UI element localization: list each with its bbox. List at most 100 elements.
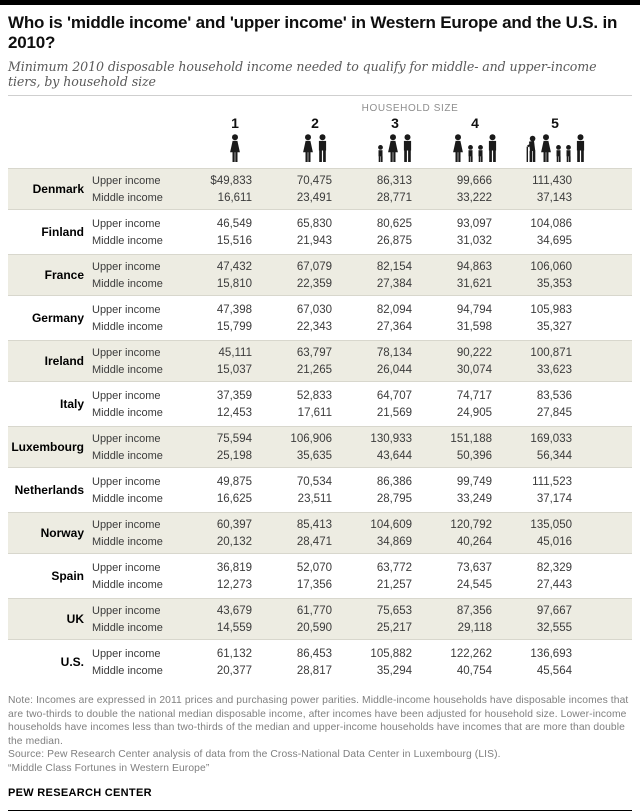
middle-income-value-size-3: 26,044 xyxy=(376,363,412,376)
upper-income-value-size-4: 74,717 xyxy=(456,389,492,402)
upper-income-value-size-3: 82,154 xyxy=(376,260,412,273)
table-row-group-germany: Germany Upper income 47,398 67,030 82,094 94,… xyxy=(8,298,632,338)
upper-income-value-size-3: 105,882 xyxy=(370,647,412,660)
middle-income-value-size-4: 30,074 xyxy=(456,363,492,376)
country-label: U.S. xyxy=(60,655,84,670)
middle-income-label: Middle income xyxy=(92,234,163,247)
middle-income-row: Middle income 20,377 28,817 35,294 40,754 45,… xyxy=(90,662,632,679)
country-label: France xyxy=(44,268,84,283)
middle-income-value-size-1: 12,453 xyxy=(216,406,252,419)
upper-income-row: Upper income 43,679 61,770 75,653 87,356 97,6… xyxy=(90,602,632,619)
country-label: Finland xyxy=(41,225,84,240)
tier-rows: Upper income 46,549 65,830 80,625 93,097 104,… xyxy=(90,215,632,249)
upper-income-value-size-3: 80,625 xyxy=(376,217,412,230)
middle-income-row: Middle income 15,810 22,359 27,384 31,621 35,… xyxy=(90,275,632,292)
upper-income-value-size-2: 52,833 xyxy=(296,389,332,402)
upper-income-value-size-5: 97,667 xyxy=(536,604,572,617)
upper-income-value-size-2: 70,475 xyxy=(296,174,332,187)
middle-income-label: Middle income xyxy=(92,621,163,634)
table-row-group-denmark: Denmark Upper income $49,833 70,475 86,313 99… xyxy=(8,168,632,211)
upper-income-label: Upper income xyxy=(92,389,161,402)
middle-income-value-size-3: 35,294 xyxy=(376,664,412,677)
tier-rows: Upper income 36,819 52,070 63,772 73,637 82,3… xyxy=(90,559,632,593)
country-label: Italy xyxy=(59,397,84,412)
upper-income-value-size-5: 135,050 xyxy=(530,518,572,531)
report-title: “Middle Class Fortunes in Western Europe… xyxy=(8,763,210,775)
upper-income-row: Upper income 37,359 52,833 64,707 74,717 83,5… xyxy=(90,387,632,404)
upper-income-row: Upper income $49,833 70,475 86,313 99,666 111… xyxy=(90,172,632,189)
middle-income-value-size-4: 40,264 xyxy=(456,535,492,548)
middle-income-row: Middle income 20,132 28,471 34,869 40,264 45,… xyxy=(90,533,632,550)
middle-income-value-size-1: 16,625 xyxy=(216,492,252,505)
upper-income-value-size-3: 86,386 xyxy=(376,475,412,488)
middle-income-value-size-3: 25,217 xyxy=(376,621,412,634)
middle-income-value-size-3: 26,875 xyxy=(376,234,412,247)
household-2-icon xyxy=(301,134,329,164)
tier-rows: Upper income 47,432 67,079 82,154 94,863 106,… xyxy=(90,258,632,292)
middle-income-row: Middle income 16,611 23,491 28,771 33,222 37,… xyxy=(90,189,632,206)
upper-income-value-size-5: 136,693 xyxy=(530,647,572,660)
table-row-group-us: U.S. Upper income 61,132 86,453 105,882 122,2… xyxy=(8,642,632,682)
upper-income-label: Upper income xyxy=(92,303,161,316)
middle-income-value-size-3: 27,364 xyxy=(376,320,412,333)
country-label: Ireland xyxy=(44,354,84,369)
upper-income-value-size-2: 61,770 xyxy=(296,604,332,617)
middle-income-label: Middle income xyxy=(92,578,163,591)
middle-income-row: Middle income 15,037 21,265 26,044 30,074 33,… xyxy=(90,361,632,378)
household-size-column-headers: 1 2 3 4 5 xyxy=(195,114,640,164)
middle-income-value-size-2: 28,471 xyxy=(296,535,332,548)
household-size-number: 1 xyxy=(231,114,239,131)
upper-income-value-size-1: $49,833 xyxy=(210,174,252,187)
upper-income-label: Upper income xyxy=(92,561,161,574)
middle-income-value-size-3: 28,795 xyxy=(376,492,412,505)
upper-income-row: Upper income 47,432 67,079 82,154 94,863 106,… xyxy=(90,258,632,275)
middle-income-value-size-4: 24,905 xyxy=(456,406,492,419)
table-row-group-norway: Norway Upper income 60,397 85,413 104,609 120… xyxy=(8,512,632,555)
middle-income-value-size-5: 37,174 xyxy=(536,492,572,505)
middle-income-value-size-5: 45,016 xyxy=(536,535,572,548)
middle-income-value-size-4: 31,598 xyxy=(456,320,492,333)
middle-income-value-size-2: 21,943 xyxy=(296,234,332,247)
upper-income-value-size-3: 63,772 xyxy=(376,561,412,574)
middle-income-value-size-1: 20,132 xyxy=(216,535,252,548)
upper-income-value-size-4: 93,097 xyxy=(456,217,492,230)
upper-income-value-size-3: 75,653 xyxy=(376,604,412,617)
child-figure-icon xyxy=(378,145,383,163)
table-row-group-ireland: Ireland Upper income 45,111 63,797 78,134 90,… xyxy=(8,340,632,383)
country-label: Norway xyxy=(40,526,84,541)
middle-income-value-size-2: 23,511 xyxy=(297,492,332,505)
table-row-group-luxembourg: Luxembourg Upper income 75,594 106,906 130,9… xyxy=(8,426,632,469)
upper-income-label: Upper income xyxy=(92,174,161,187)
middle-income-value-size-5: 35,353 xyxy=(536,277,572,290)
upper-income-value-size-4: 151,188 xyxy=(450,432,492,445)
middle-income-value-size-1: 15,799 xyxy=(216,320,252,333)
middle-income-label: Middle income xyxy=(92,406,163,419)
upper-income-value-size-4: 122,262 xyxy=(450,647,492,660)
upper-income-label: Upper income xyxy=(92,647,161,660)
child-figure-icon xyxy=(565,145,571,163)
upper-income-value-size-4: 90,222 xyxy=(456,346,492,359)
household-size-number: 4 xyxy=(471,114,479,131)
household-1-icon xyxy=(228,134,242,164)
upper-income-value-size-1: 47,398 xyxy=(216,303,252,316)
upper-income-row: Upper income 46,549 65,830 80,625 93,097 104,… xyxy=(90,215,632,232)
upper-income-value-size-2: 85,413 xyxy=(296,518,332,531)
upper-income-value-size-1: 75,594 xyxy=(216,432,252,445)
upper-income-value-size-1: 43,679 xyxy=(216,604,252,617)
man-figure-icon xyxy=(576,134,584,163)
middle-income-value-size-5: 27,443 xyxy=(536,578,572,591)
bottom-divider xyxy=(8,809,632,811)
middle-income-value-size-2: 20,590 xyxy=(296,621,332,634)
tier-rows: Upper income 49,875 70,534 86,386 99,749 111,… xyxy=(90,473,632,507)
footer: Note: Incomes are expressed in 2011 pric… xyxy=(0,684,640,811)
tier-rows: Upper income 47,398 67,030 82,094 94,794 105,… xyxy=(90,301,632,335)
middle-income-label: Middle income xyxy=(92,363,163,376)
middle-income-value-size-1: 25,198 xyxy=(216,449,252,462)
middle-income-value-size-4: 31,032 xyxy=(456,234,492,247)
woman-figure-icon xyxy=(230,134,240,163)
middle-income-value-size-3: 28,771 xyxy=(376,191,412,204)
middle-income-value-size-4: 31,621 xyxy=(456,277,492,290)
upper-income-value-size-5: 104,086 xyxy=(530,217,572,230)
header: Who is 'middle income' and 'upper income… xyxy=(0,5,640,96)
upper-income-value-size-2: 70,534 xyxy=(296,475,332,488)
